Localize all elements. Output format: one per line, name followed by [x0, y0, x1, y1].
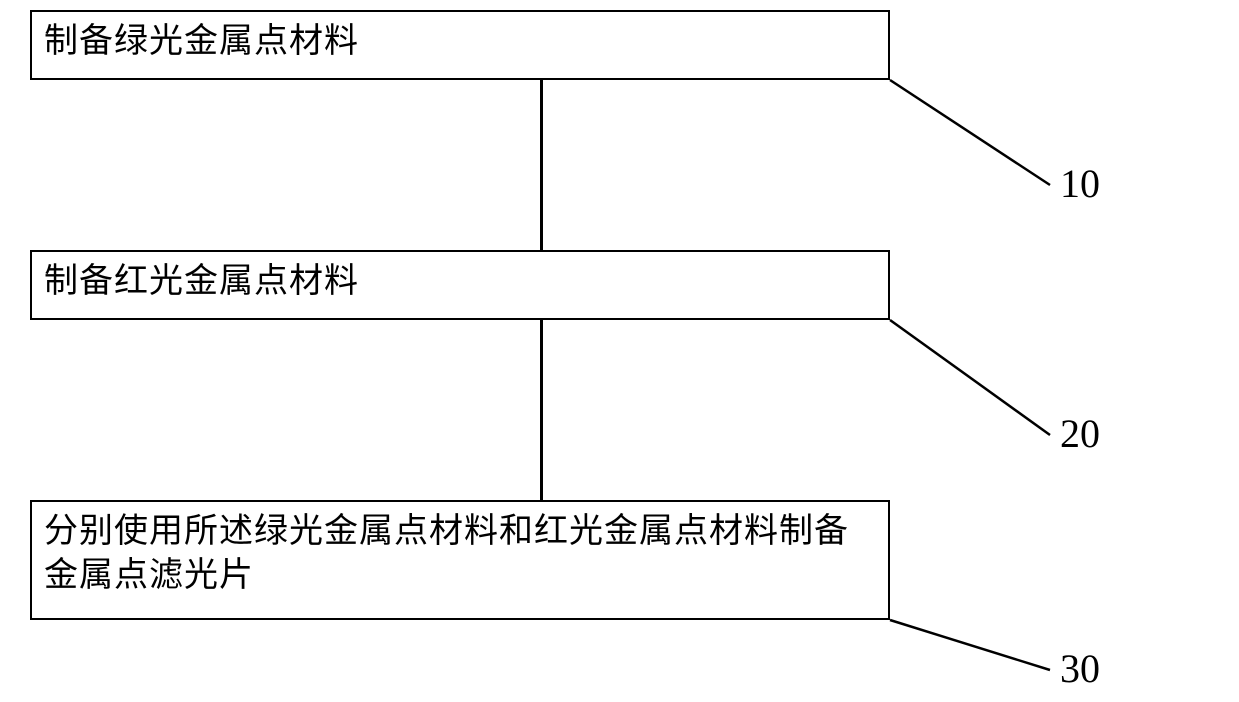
connector-2-3: [540, 320, 543, 500]
reference-label-20: 20: [1060, 410, 1100, 457]
flow-step-2: 制备红光金属点材料: [30, 250, 890, 320]
reference-label-30: 30: [1060, 645, 1100, 692]
reference-label-10: 10: [1060, 160, 1100, 207]
connector-1-2: [540, 80, 543, 250]
flow-step-1-text: 制备绿光金属点材料: [44, 20, 359, 64]
flow-step-2-text: 制备红光金属点材料: [44, 260, 359, 304]
flow-step-3: 分别使用所述绿光金属点材料和红光金属点材料制备金属点滤光片: [30, 500, 890, 620]
flow-step-3-text: 分别使用所述绿光金属点材料和红光金属点材料制备金属点滤光片: [44, 510, 876, 598]
flow-step-1: 制备绿光金属点材料: [30, 10, 890, 80]
